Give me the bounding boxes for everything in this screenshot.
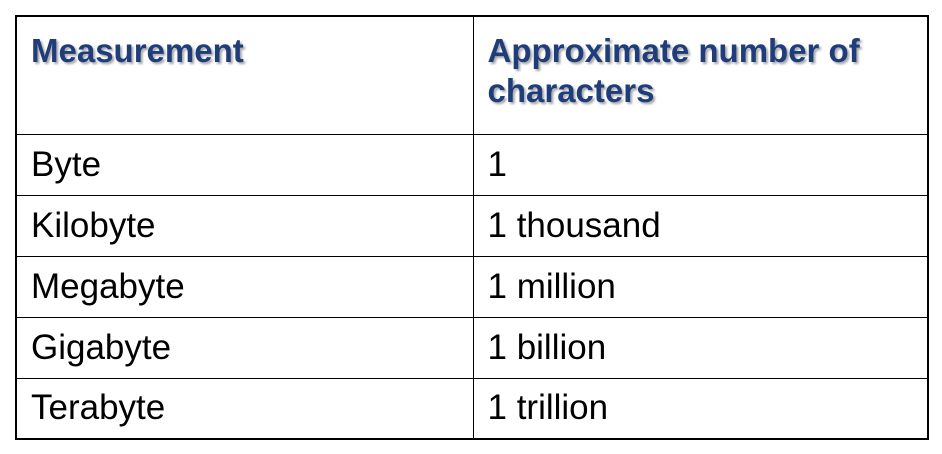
characters-cell: 1 thousand [472, 194, 929, 257]
characters-cell: 1 billion [472, 316, 929, 379]
measurement-cell: Terabyte [15, 377, 474, 440]
measurement-cell: Gigabyte [15, 316, 474, 379]
header-measurement: Measurement [15, 15, 474, 135]
table-row: Gigabyte 1 billion [15, 316, 929, 379]
measurement-table: Measurement Approximate number of charac… [15, 15, 929, 440]
table-header-row: Measurement Approximate number of charac… [15, 15, 929, 135]
table-row: Kilobyte 1 thousand [15, 194, 929, 257]
characters-cell: 1 million [472, 255, 929, 318]
characters-cell: 1 trillion [472, 377, 929, 440]
measurement-cell: Kilobyte [15, 194, 474, 257]
table-row: Terabyte 1 trillion [15, 377, 929, 440]
table-row: Byte 1 [15, 133, 929, 196]
measurement-cell: Megabyte [15, 255, 474, 318]
measurement-cell: Byte [15, 133, 474, 196]
characters-cell: 1 [472, 133, 929, 196]
table-row: Megabyte 1 million [15, 255, 929, 318]
header-approximate-characters: Approximate number of characters [472, 15, 929, 135]
